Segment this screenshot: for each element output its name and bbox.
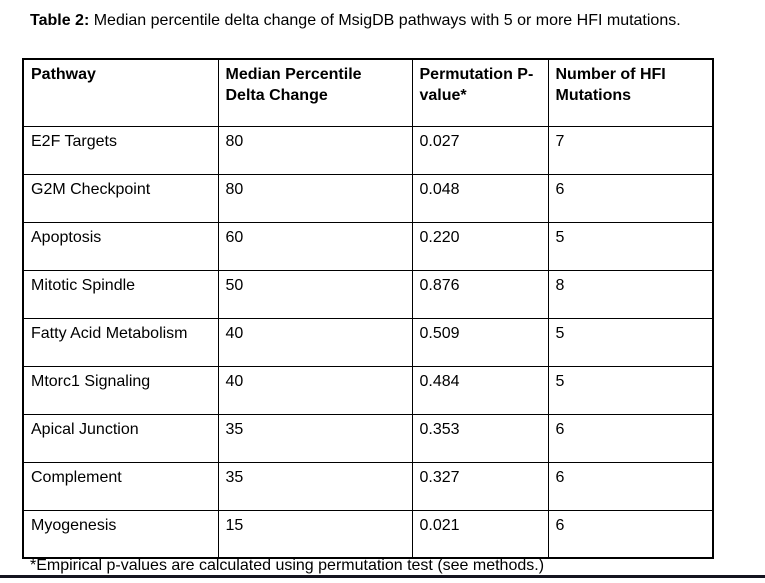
cell-p-value: 0.509 [411, 317, 549, 367]
cell-delta-change: 40 [217, 317, 413, 367]
table-row: Complement 35 0.327 6 [22, 461, 714, 511]
cell-delta-change: 60 [217, 221, 413, 271]
cell-mutation-count: 8 [547, 269, 714, 319]
cell-pathway: Complement [22, 461, 219, 511]
cell-p-value: 0.021 [411, 509, 549, 559]
table-row: Mitotic Spindle 50 0.876 8 [22, 269, 714, 319]
cell-pathway: E2F Targets [22, 125, 219, 175]
column-header-number-of-hfi-mutations: Number of HFI Mutations [547, 58, 714, 127]
cell-p-value: 0.048 [411, 173, 549, 223]
cell-delta-change: 35 [217, 461, 413, 511]
table-row: Apical Junction 35 0.353 6 [22, 413, 714, 463]
cell-pathway: Fatty Acid Metabolism [22, 317, 219, 367]
cell-p-value: 0.220 [411, 221, 549, 271]
results-table: Pathway Median Percentile Delta Change P… [22, 58, 714, 559]
cell-delta-change: 50 [217, 269, 413, 319]
cell-mutation-count: 7 [547, 125, 714, 175]
cell-mutation-count: 6 [547, 413, 714, 463]
cell-delta-change: 35 [217, 413, 413, 463]
cell-pathway: Mitotic Spindle [22, 269, 219, 319]
cell-p-value: 0.027 [411, 125, 549, 175]
cell-pathway: Apoptosis [22, 221, 219, 271]
bottom-divider [0, 575, 765, 578]
column-header-pathway: Pathway [22, 58, 219, 127]
cell-mutation-count: 6 [547, 173, 714, 223]
table-row: Apoptosis 60 0.220 5 [22, 221, 714, 271]
cell-p-value: 0.876 [411, 269, 549, 319]
table-caption-label: Table 2: [30, 12, 90, 29]
column-header-permutation-p-value: Permutation P-value* [411, 58, 549, 127]
table-row: Myogenesis 15 0.021 6 [22, 509, 714, 559]
cell-mutation-count: 6 [547, 461, 714, 511]
column-header-median-percentile-delta-change: Median Percentile Delta Change [217, 58, 413, 127]
cell-delta-change: 40 [217, 365, 413, 415]
cell-p-value: 0.327 [411, 461, 549, 511]
cell-mutation-count: 5 [547, 221, 714, 271]
table-caption: Table 2: Median percentile delta change … [30, 11, 681, 31]
cell-pathway: Myogenesis [22, 509, 219, 559]
table-row: Fatty Acid Metabolism 40 0.509 5 [22, 317, 714, 367]
cell-pathway: G2M Checkpoint [22, 173, 219, 223]
cell-pathway: Apical Junction [22, 413, 219, 463]
table-row: E2F Targets 80 0.027 7 [22, 125, 714, 175]
cell-delta-change: 80 [217, 125, 413, 175]
table-row: Mtorc1 Signaling 40 0.484 5 [22, 365, 714, 415]
cell-pathway: Mtorc1 Signaling [22, 365, 219, 415]
table-row: G2M Checkpoint 80 0.048 6 [22, 173, 714, 223]
cell-delta-change: 15 [217, 509, 413, 559]
table-footnote: *Empirical p-values are calculated using… [30, 557, 545, 574]
cell-p-value: 0.353 [411, 413, 549, 463]
table-caption-text: Median percentile delta change of MsigDB… [89, 12, 681, 29]
cell-mutation-count: 5 [547, 365, 714, 415]
cell-delta-change: 80 [217, 173, 413, 223]
cell-mutation-count: 6 [547, 509, 714, 559]
table-header-row: Pathway Median Percentile Delta Change P… [22, 58, 714, 127]
cell-mutation-count: 5 [547, 317, 714, 367]
cell-p-value: 0.484 [411, 365, 549, 415]
